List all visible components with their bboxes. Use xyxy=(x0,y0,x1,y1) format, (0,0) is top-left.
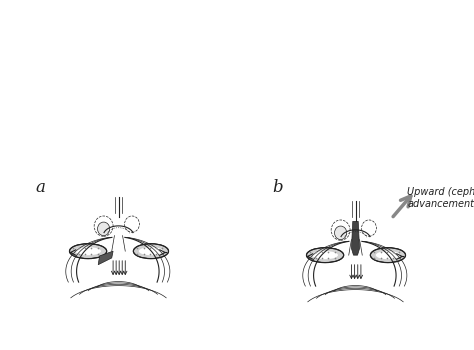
Ellipse shape xyxy=(70,244,107,259)
Ellipse shape xyxy=(335,226,346,240)
Ellipse shape xyxy=(307,248,344,262)
Ellipse shape xyxy=(133,244,169,259)
Ellipse shape xyxy=(139,247,163,255)
Ellipse shape xyxy=(376,251,400,259)
Polygon shape xyxy=(98,251,113,265)
Ellipse shape xyxy=(98,222,109,236)
Text: b: b xyxy=(272,179,283,196)
Ellipse shape xyxy=(75,247,101,255)
Polygon shape xyxy=(351,221,360,255)
Text: a: a xyxy=(35,179,45,196)
Text: Upward (cephalad)
advancement: Upward (cephalad) advancement xyxy=(407,187,474,209)
Ellipse shape xyxy=(312,251,338,259)
Ellipse shape xyxy=(370,248,406,262)
